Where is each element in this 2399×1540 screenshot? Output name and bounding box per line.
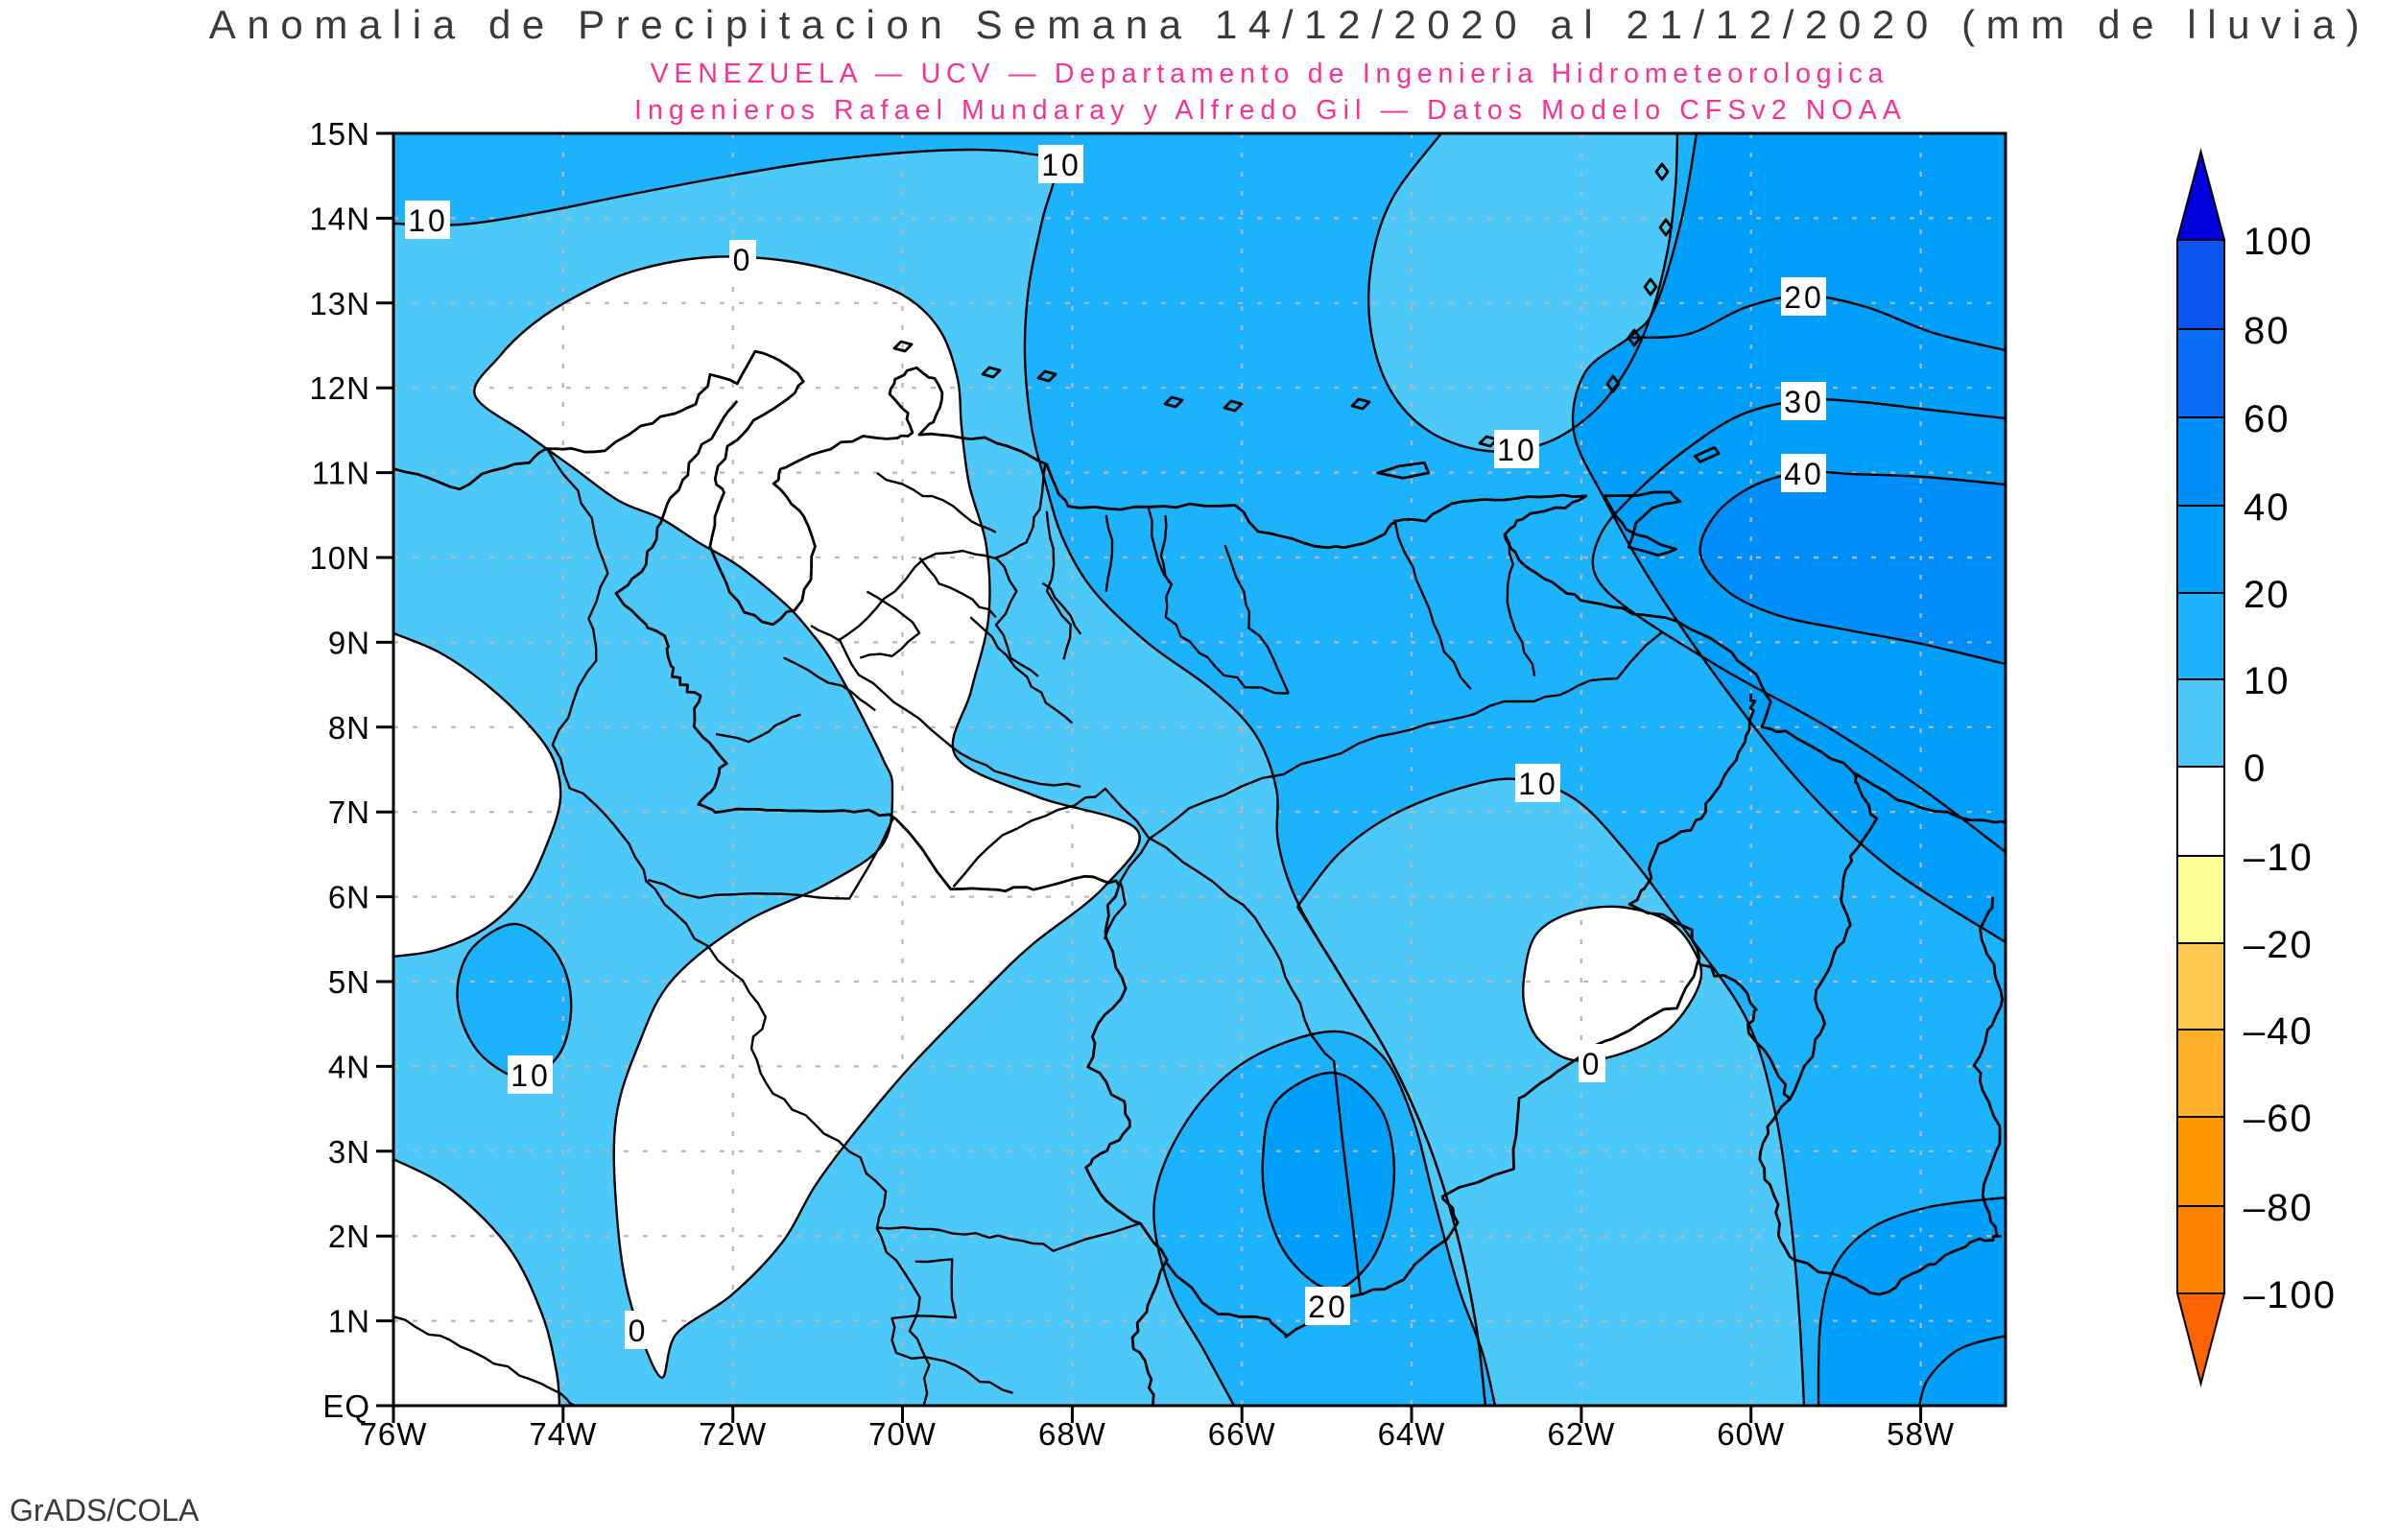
svg-text:40: 40 [1784, 457, 1824, 491]
svg-text:10: 10 [511, 1058, 551, 1093]
svg-text:0: 0 [1582, 1047, 1603, 1081]
svg-text:GrADS/COLA: GrADS/COLA [10, 1493, 200, 1528]
svg-text:0: 0 [629, 1314, 649, 1348]
svg-text:15N: 15N [309, 116, 370, 152]
svg-text:60W: 60W [1717, 1416, 1785, 1452]
svg-text:0: 0 [2244, 747, 2267, 790]
svg-text:3N: 3N [328, 1134, 370, 1170]
svg-text:10: 10 [1041, 148, 1081, 182]
svg-text:11N: 11N [312, 456, 370, 491]
svg-text:66W: 66W [1208, 1416, 1276, 1452]
svg-text:40: 40 [2244, 486, 2291, 529]
svg-text:58W: 58W [1887, 1416, 1955, 1452]
svg-text:Ingenieros Rafael Mundaray y A: Ingenieros Rafael Mundaray y Alfredo Gil… [634, 95, 1907, 126]
svg-text:10: 10 [2244, 660, 2291, 702]
svg-text:30: 30 [1784, 385, 1824, 419]
svg-text:–100: –100 [2244, 1274, 2337, 1316]
svg-text:60: 60 [2244, 398, 2291, 440]
svg-text:10: 10 [408, 203, 448, 238]
svg-text:–10: –10 [2244, 837, 2314, 879]
svg-text:0: 0 [733, 243, 753, 277]
svg-text:62W: 62W [1547, 1416, 1615, 1452]
svg-text:10: 10 [1497, 433, 1537, 467]
svg-text:7N: 7N [328, 794, 370, 830]
svg-text:14N: 14N [309, 201, 370, 236]
svg-text:4N: 4N [328, 1049, 370, 1084]
svg-text:13N: 13N [309, 286, 370, 321]
svg-text:72W: 72W [699, 1416, 767, 1452]
svg-text:EQ: EQ [322, 1388, 370, 1424]
svg-text:Anomalia de Precipitacion Sema: Anomalia de Precipitacion Semana 14/12/2… [209, 2, 2370, 47]
svg-text:VENEZUELA — UCV — Departamento: VENEZUELA — UCV — Departamento de Ingeni… [651, 59, 1889, 89]
svg-text:80: 80 [2244, 310, 2291, 352]
svg-text:74W: 74W [529, 1416, 597, 1452]
svg-text:5N: 5N [328, 964, 370, 1000]
svg-text:20: 20 [1308, 1290, 1348, 1324]
svg-text:12N: 12N [309, 370, 370, 406]
svg-text:70W: 70W [868, 1416, 937, 1452]
svg-text:6N: 6N [328, 880, 370, 915]
svg-text:9N: 9N [328, 625, 370, 660]
svg-text:100: 100 [2244, 221, 2314, 263]
svg-text:76W: 76W [360, 1416, 428, 1452]
svg-text:–60: –60 [2244, 1098, 2314, 1140]
svg-text:20: 20 [1784, 280, 1824, 315]
svg-text:–20: –20 [2244, 924, 2314, 966]
svg-text:68W: 68W [1038, 1416, 1106, 1452]
svg-text:–40: –40 [2244, 1010, 2314, 1053]
svg-text:10: 10 [1518, 767, 1558, 801]
svg-text:8N: 8N [328, 710, 370, 746]
svg-text:20: 20 [2244, 574, 2291, 616]
svg-text:10N: 10N [309, 540, 370, 576]
svg-text:1N: 1N [328, 1304, 370, 1339]
svg-text:–80: –80 [2244, 1187, 2314, 1229]
svg-text:2N: 2N [328, 1219, 370, 1254]
svg-text:64W: 64W [1378, 1416, 1446, 1452]
